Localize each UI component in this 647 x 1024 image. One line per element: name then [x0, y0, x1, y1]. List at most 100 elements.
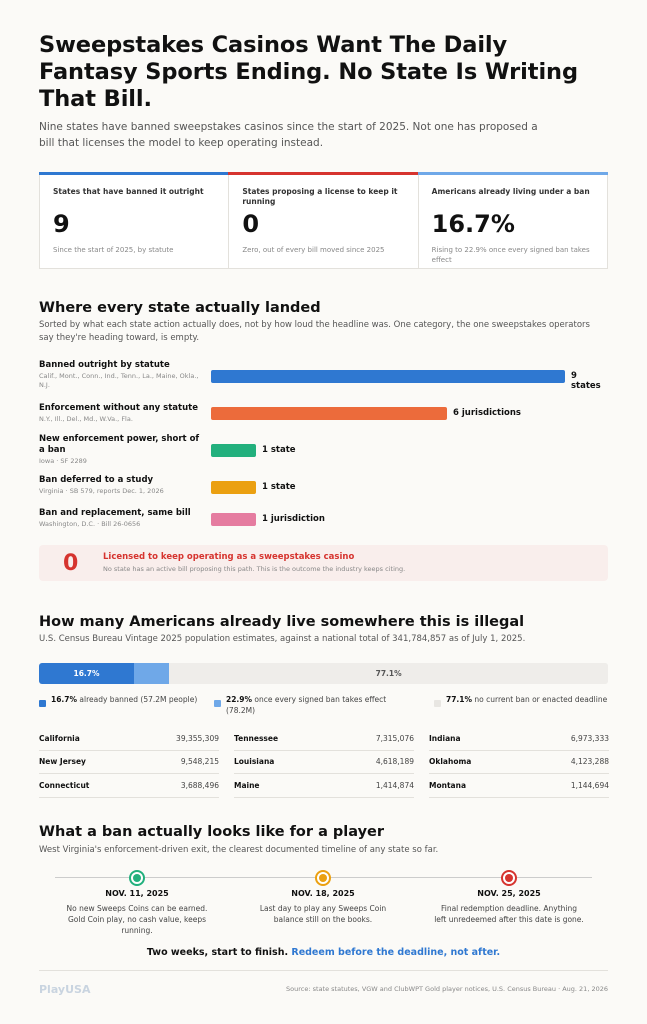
- legend-label: 22.9% once every signed ban takes effect…: [226, 695, 387, 715]
- state-row: Indiana 6,973,333: [429, 727, 609, 751]
- section-sub-population: U.S. Census Bureau Vintage 2025 populati…: [39, 634, 526, 644]
- state-population: 1,414,874: [375, 780, 414, 790]
- bar-category: Ban and replacement, same bill Washington…: [39, 508, 204, 529]
- legend-item: 22.9% once every signed ban takes effect…: [214, 694, 404, 716]
- timeline-node: [129, 870, 145, 886]
- state-population: 4,123,288: [570, 757, 609, 767]
- state-column: Tennessee 7,315,076 Louisiana 4,618,189 Main…: [234, 727, 414, 798]
- kpi-sub: Rising to 22.9% once every signed ban ta…: [431, 246, 590, 264]
- state-population: 1,144,694: [570, 780, 609, 790]
- bar-category-detail: N.Y., Ill., Del., Md., W.Va., Fla.: [39, 415, 133, 423]
- timeline-item: NOV. 25, 2025 Final redemption deadline. …: [434, 889, 584, 925]
- population-stacked-bar: 16.7% 77.1%: [39, 663, 608, 684]
- timeline-node: [315, 870, 331, 886]
- population-segment: 16.7%: [39, 663, 135, 684]
- bar-category: New enforcement power, short of a ban Iow…: [39, 434, 204, 466]
- bar-category-detail: Virginia · SB 579, reports Dec. 1, 2026: [39, 487, 164, 495]
- bar-category-label: Banned outright by statute: [39, 360, 170, 370]
- legend-swatch: [434, 700, 441, 707]
- timeline-date: NOV. 18, 2025: [291, 889, 355, 898]
- state-population: 7,315,076: [375, 733, 414, 743]
- timeline-item: NOV. 11, 2025 No new Sweeps Coins can be …: [62, 889, 212, 936]
- dek: Nine states have banned sweepstakes casi…: [39, 121, 538, 149]
- state-population: 3,688,496: [180, 780, 219, 790]
- kpi-value: 16.7%: [431, 210, 515, 238]
- bar: [211, 513, 256, 526]
- state-population: 9,548,215: [180, 757, 219, 767]
- section-sub-timeline: West Virginia's enforcement-driven exit,…: [39, 845, 439, 855]
- kpi-population: Americans already living under a ban 16.…: [417, 172, 609, 268]
- timeline-node: [501, 870, 517, 886]
- state-name: Tennessee: [234, 733, 279, 743]
- bar-value-label: 1 jurisdiction: [262, 514, 325, 524]
- state-name: Maine: [234, 780, 260, 790]
- timeline-description: Last day to play any Sweeps Coin balance…: [259, 904, 387, 924]
- legend-swatch: [214, 700, 221, 707]
- kpi-licensing: States proposing a license to keep it ru…: [228, 172, 419, 268]
- bar: [211, 370, 565, 383]
- legend-label: 77.1% no current ban or enacted deadline: [446, 695, 608, 704]
- state-row: California 39,355,309: [39, 727, 219, 751]
- bar-category-label: Ban and replacement, same bill: [39, 508, 191, 518]
- bar-value-label: 9 states: [571, 371, 601, 391]
- bar-category: Banned outright by statute Calif., Mont.,…: [39, 360, 204, 390]
- bar-value-label: 6 jurisdictions: [453, 408, 521, 418]
- state-row: Louisiana 4,618,189: [234, 751, 414, 774]
- state-row: Connecticut 3,688,496: [39, 774, 219, 798]
- bar-category-label: Enforcement without any statute: [39, 403, 198, 413]
- timeline-description: No new Sweeps Coins can be earned. Gold …: [66, 904, 208, 935]
- timeline-description: Final redemption deadline. Anything left…: [434, 904, 584, 924]
- bar: [211, 444, 256, 457]
- section-title-timeline: What a ban actually looks like for a pla…: [39, 824, 385, 840]
- bar-value-label: 1 state: [262, 445, 296, 455]
- section-title-states: Where every state actually landed: [39, 300, 321, 316]
- kpi-strip: States that have banned it outright 9 Si…: [38, 172, 609, 269]
- kpi-value: 9: [53, 210, 70, 238]
- bar: [211, 481, 256, 494]
- state-row: Montana 1,144,694: [429, 774, 609, 798]
- state-name: California: [39, 733, 80, 743]
- closing-lead: Two weeks, start to finish.: [146, 947, 289, 958]
- state-name: Montana: [429, 780, 467, 790]
- legend-label: 16.7% already banned (57.2M people): [51, 695, 198, 704]
- kpi-sub: Since the start of 2025, by statute: [53, 246, 174, 254]
- state-column: California 39,355,309 New Jersey 9,548,215 C…: [39, 727, 219, 798]
- bar-category: Enforcement without any statute N.Y., Ill…: [39, 403, 204, 424]
- headline: Sweepstakes Casinos Want The Daily Fanta…: [39, 32, 578, 112]
- state-row: New Jersey 9,548,215: [39, 751, 219, 774]
- bar: [211, 407, 447, 420]
- kpi-sub: Zero, out of every bill moved since 2025: [242, 246, 385, 254]
- state-row: Maine 1,414,874: [234, 774, 414, 798]
- timeline-item: NOV. 18, 2025 Last day to play any Sweeps…: [248, 889, 398, 925]
- footer-divider: [39, 970, 608, 971]
- empty-category-value: 0: [63, 551, 79, 576]
- legend-swatch: [39, 700, 46, 707]
- state-population: 6,973,333: [570, 733, 609, 743]
- section-title-population: How many Americans already live somewher…: [39, 614, 525, 630]
- empty-category-label: Licensed to keep operating as a sweepsta…: [103, 552, 355, 562]
- bar-value-label: 1 state: [262, 482, 296, 492]
- legend-item: 16.7% already banned (57.2M people): [39, 694, 199, 707]
- bar-category-detail: Calif., Mont., Conn., Ind., Tenn., La., …: [39, 372, 199, 389]
- kpi-label: States proposing a license to keep it ru…: [242, 187, 398, 206]
- bar-category-label: Ban deferred to a study: [39, 475, 154, 485]
- source-note: Source: state statutes, VGW and ClubWPT …: [286, 985, 608, 993]
- kpi-value: 0: [242, 210, 260, 238]
- bar-category: Ban deferred to a study Virginia · SB 579…: [39, 475, 204, 496]
- state-name: Indiana: [429, 733, 461, 743]
- bar-category-label: New enforcement power, short of a ban: [39, 434, 200, 455]
- state-row: Oklahoma 4,123,288: [429, 751, 609, 774]
- closing-line: Two weeks, start to finish. Redeem befor…: [39, 947, 608, 958]
- state-population: 4,618,189: [375, 757, 414, 767]
- bar-category-detail: Iowa · SF 2289: [39, 457, 87, 465]
- kpi-label: Americans already living under a ban: [431, 187, 590, 196]
- kpi-banned: States that have banned it outright 9 Si…: [38, 172, 230, 268]
- population-segment: 77.1%: [169, 663, 608, 684]
- empty-category-callout: 0 Licensed to keep operating as a sweeps…: [39, 545, 608, 581]
- state-name: New Jersey: [39, 757, 86, 767]
- kpi-label: States that have banned it outright: [53, 187, 204, 196]
- empty-category-detail: No state has an active bill proposing th…: [103, 565, 406, 573]
- state-name: Oklahoma: [429, 757, 472, 767]
- legend-item: 77.1% no current ban or enacted deadline: [434, 694, 608, 707]
